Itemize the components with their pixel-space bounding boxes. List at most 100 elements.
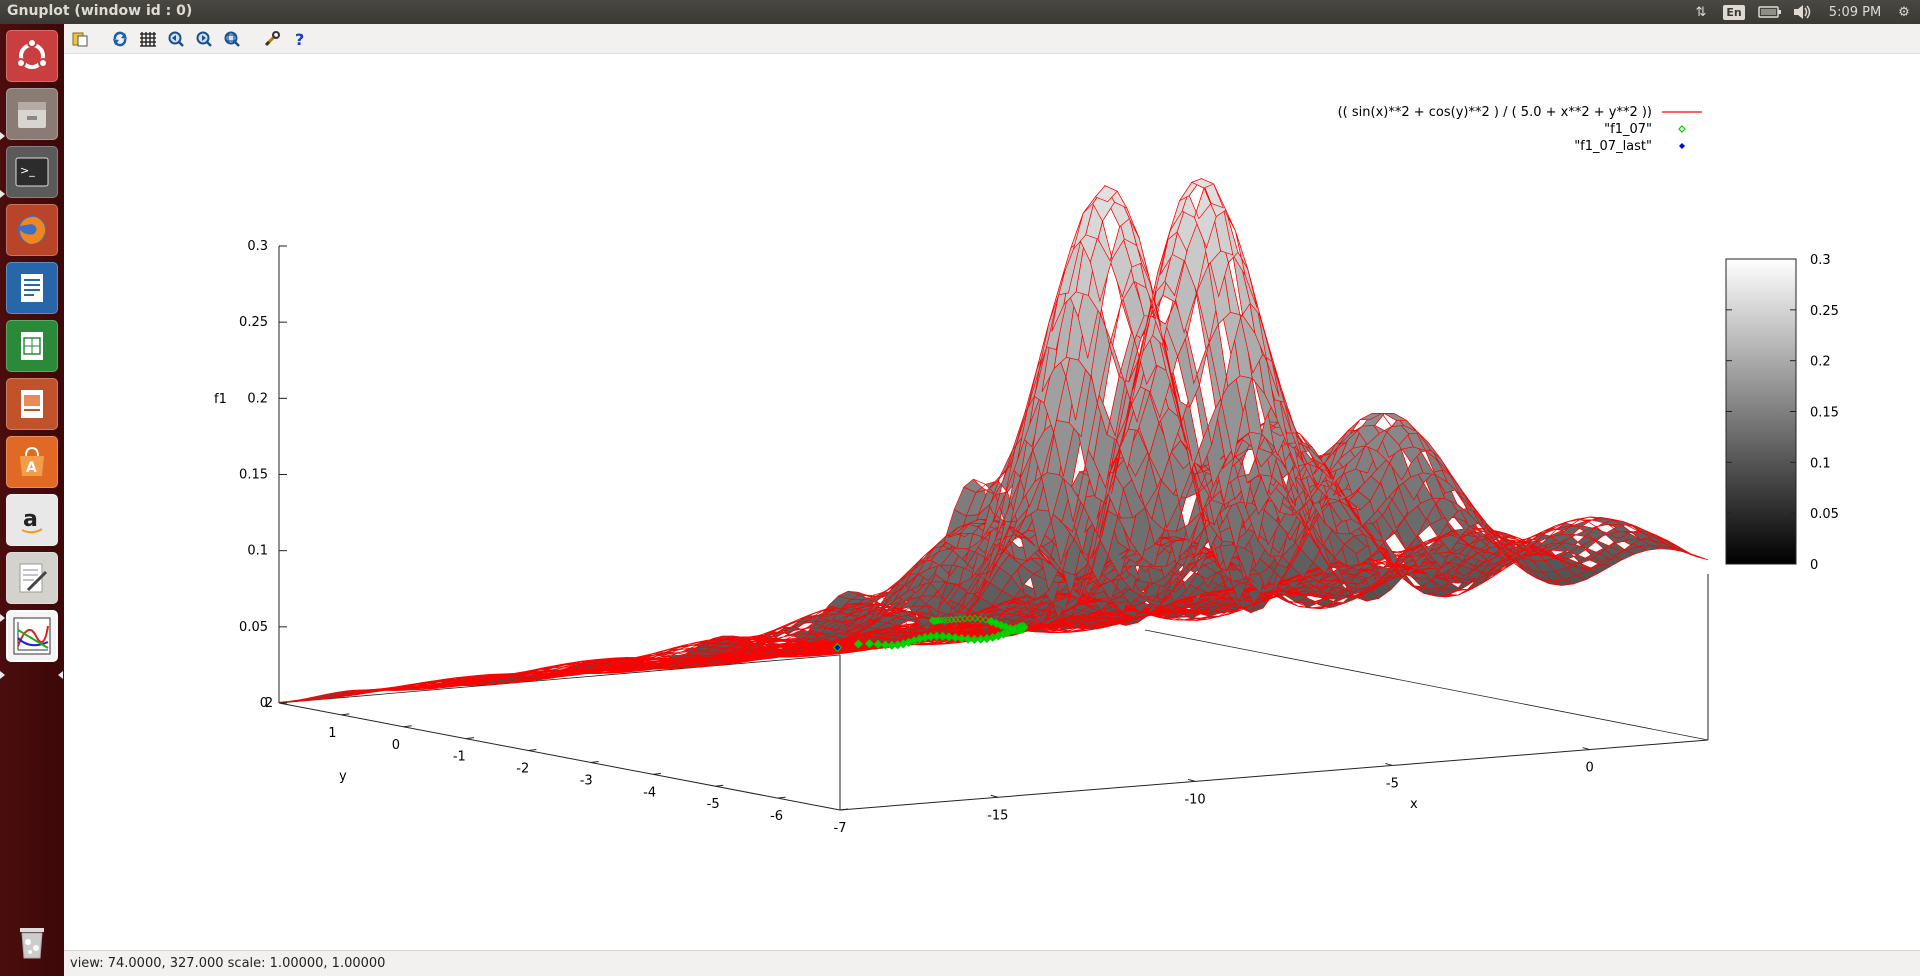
f1-07-point: [940, 616, 949, 624]
y-tick-label: -3: [580, 773, 593, 788]
y-tick: [590, 760, 599, 763]
terminal-icon[interactable]: >_: [6, 146, 58, 198]
legend-label-function: (( sin(x)**2 + cos(y)**2 ) / ( 5.0 + x**…: [1338, 105, 1652, 120]
network-icon[interactable]: ⇅: [1695, 4, 1707, 20]
y-tick-label: -2: [516, 762, 529, 777]
colorbox-tick-label: 0: [1810, 558, 1818, 573]
y-tick-label: -4: [643, 785, 656, 800]
y-tick-label: 2: [265, 696, 273, 711]
svg-text:A: A: [26, 460, 37, 476]
f1-07-point: [938, 616, 946, 625]
surface-faces: [1190, 178, 1215, 189]
surface-plot[interactable]: 0.3 0.25 0.2 0.15 0.1 0.05 0 2 1 0 -1 -2 -3 -4 -5 -6 -7…: [64, 54, 1920, 950]
f1-07-point: [880, 640, 890, 650]
battery-icon[interactable]: [1756, 0, 1784, 24]
y-tick: [839, 808, 849, 811]
colorbox-tick-label: 0.3: [1810, 253, 1831, 268]
plot-canvas[interactable]: 0.3 0.25 0.2 0.15 0.1 0.05 0 2 1 0 -1 -2 -3 -4 -5 -6 -7…: [64, 54, 1920, 950]
y-tick-label: -5: [707, 797, 720, 812]
y-tick: [652, 772, 662, 775]
zoom-previous-icon[interactable]: [164, 27, 188, 51]
y-tick-label: -6: [770, 809, 783, 824]
x-tick: [1582, 747, 1590, 751]
x-tick-label: -15: [987, 808, 1008, 823]
firefox-icon[interactable]: [6, 204, 58, 256]
f1-07-point: [976, 615, 985, 623]
gnuplot-toolbar: ?: [64, 24, 1920, 54]
volume-icon[interactable]: [1790, 0, 1814, 24]
f1-07-point: [930, 617, 939, 625]
legend-label-f1-07: "f1_07": [1604, 122, 1652, 137]
f1-07-point: [932, 617, 940, 625]
x-tick: [1385, 762, 1393, 766]
y-tick-label: -1: [453, 750, 466, 765]
x-axis-ticks: -15 -10 -5 0: [987, 747, 1594, 823]
colorbox-tick-label: 0.2: [1810, 355, 1831, 370]
colorbox-tick-label: 0.25: [1810, 304, 1839, 319]
f1-07-point: [873, 639, 883, 649]
x-tick-label: -5: [1386, 776, 1399, 791]
y-tick: [403, 725, 412, 728]
options-icon[interactable]: [260, 27, 284, 51]
running-indicator: [0, 132, 5, 140]
surface-faces: [1094, 185, 1118, 203]
clock[interactable]: 5:09 PM: [1828, 4, 1882, 20]
series-f1-07-points: [832, 614, 1029, 653]
impress-icon[interactable]: [6, 378, 58, 430]
f1-07-point: [971, 614, 979, 623]
autoscale-icon[interactable]: [220, 27, 244, 51]
y-tick: [715, 784, 724, 787]
legend-swatch-f1-07: [1678, 125, 1686, 133]
colorbox-tick-label: 0.15: [1810, 406, 1839, 421]
y-tick: [528, 749, 537, 752]
colorbox-tick-label: 0.05: [1810, 507, 1839, 522]
f1-07-point: [963, 634, 973, 644]
copy-clipboard-icon[interactable]: [68, 27, 92, 51]
z-tick-label: 0.2: [247, 391, 268, 406]
x-tick-label: -10: [1184, 792, 1205, 807]
running-indicator: [0, 614, 5, 622]
running-indicator: [0, 671, 5, 679]
z-tick-label: 0.15: [239, 468, 268, 483]
running-indicator: [0, 190, 5, 198]
svg-text:?: ?: [295, 30, 304, 48]
x-tick: [1187, 778, 1196, 782]
f1-07-point: [956, 615, 964, 623]
y-tick-label: 0: [392, 738, 400, 753]
window-title: Gnuplot (window id : 0): [7, 3, 193, 19]
svg-text:a: a: [23, 507, 38, 532]
legend: (( sin(x)**2 + cos(y)**2 ) / ( 5.0 + x**…: [1338, 105, 1702, 154]
amazon-icon[interactable]: a: [6, 494, 58, 546]
zoom-next-icon[interactable]: [192, 27, 216, 51]
status-text: view: 74.0000, 327.000 scale: 1.00000, 1…: [70, 956, 386, 971]
text-editor-icon[interactable]: [6, 552, 58, 604]
software-center-icon[interactable]: A: [6, 436, 58, 488]
x-tick-label: 0: [1585, 761, 1593, 776]
help-icon[interactable]: ?: [288, 27, 312, 51]
y-tick: [777, 796, 786, 799]
replot-icon[interactable]: [108, 27, 132, 51]
gnuplot-icon[interactable]: [6, 610, 58, 662]
colorbox-gradient: [1725, 258, 1797, 565]
files-icon[interactable]: [6, 88, 58, 140]
z-axis-label: f1: [214, 392, 227, 407]
f1-07-point: [976, 634, 986, 644]
grid-icon[interactable]: [136, 27, 160, 51]
calc-icon[interactable]: [6, 320, 58, 372]
z-tick-label: 0.3: [247, 239, 268, 254]
f1-07-point: [969, 634, 979, 644]
f1-07-point: [853, 639, 863, 649]
f1-07-point: [961, 614, 969, 623]
focused-indicator: [58, 671, 63, 679]
y-tick-label: -7: [834, 821, 847, 836]
ubuntu-dash-icon[interactable]: [6, 30, 58, 82]
trash-icon[interactable]: [6, 916, 58, 968]
series-f1-07-last-points: [834, 644, 841, 651]
colorbox-tick-label: 0.1: [1810, 456, 1831, 471]
writer-icon[interactable]: [6, 262, 58, 314]
y-tick-label: 1: [328, 726, 336, 741]
gear-icon[interactable]: ⚙: [1898, 4, 1910, 20]
f1-07-point: [982, 633, 992, 644]
surface-mesh: [278, 177, 1709, 703]
keyboard-layout-indicator[interactable]: En: [1722, 0, 1746, 24]
